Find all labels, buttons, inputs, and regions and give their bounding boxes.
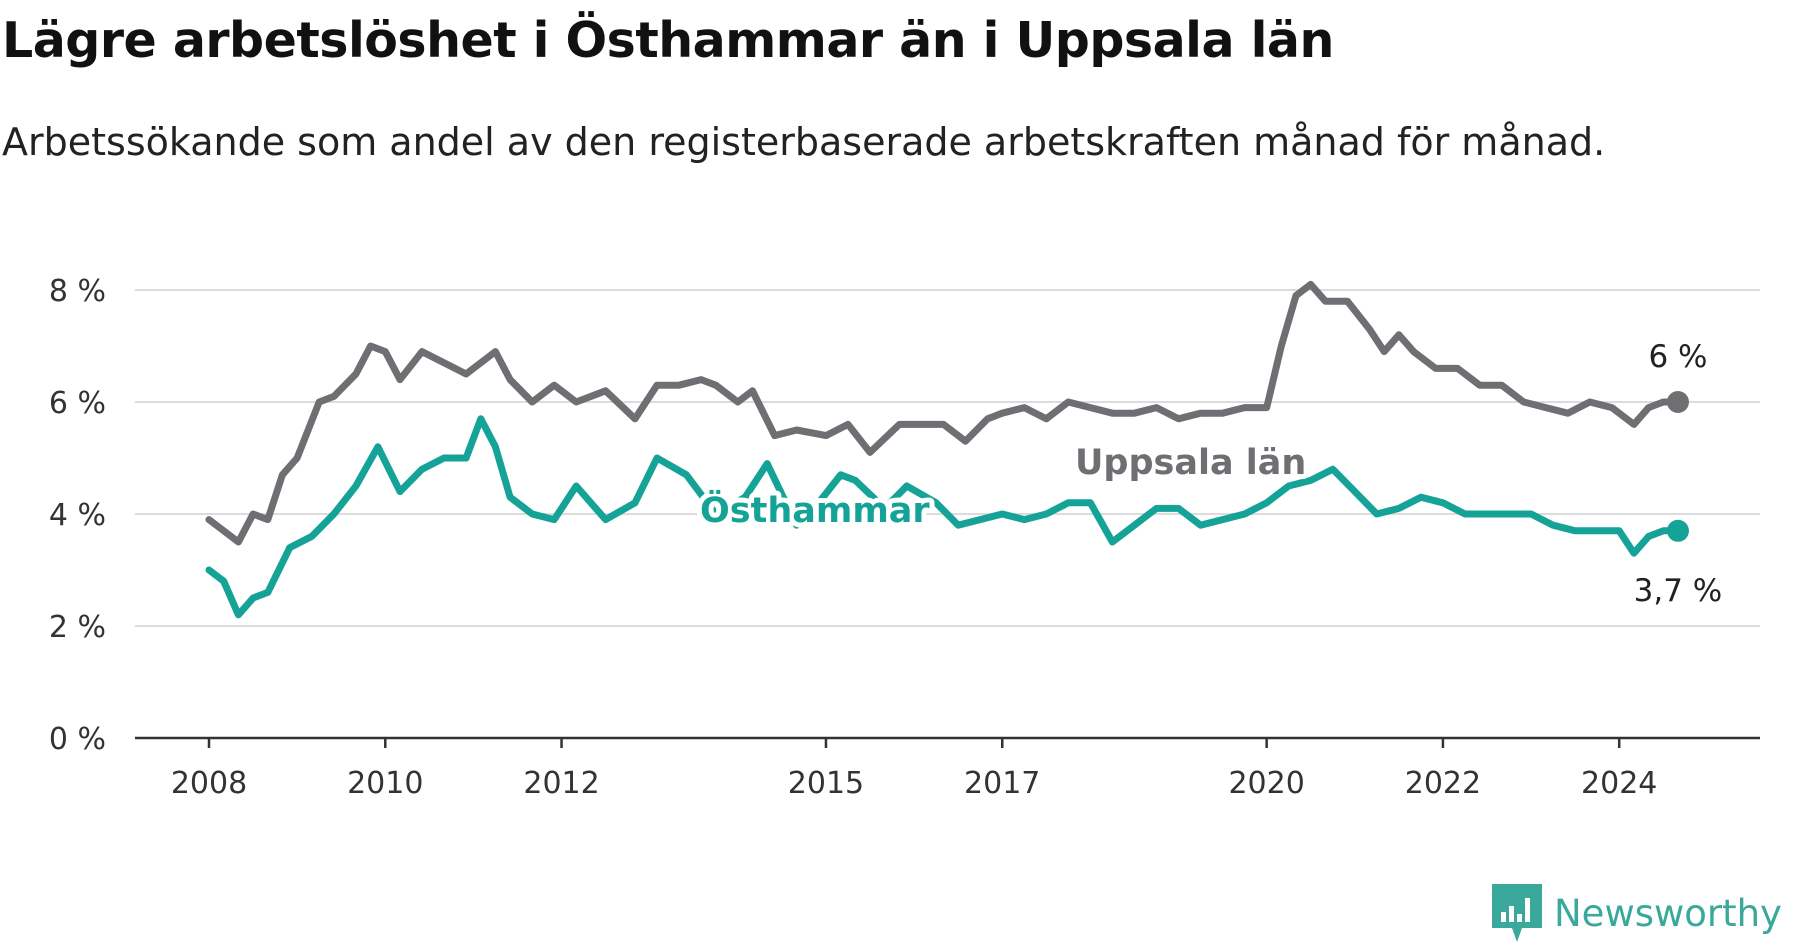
y-tick-label: 2 % — [49, 610, 106, 645]
x-axis-ticks: 2008 2010 2012 2015 2017 2020 2022 2024 — [171, 738, 1657, 801]
series-name-label-osthammar: Östhammar — [700, 489, 930, 531]
x-tick-label: 2012 — [523, 766, 599, 801]
series-line-osthammar — [205, 415, 1682, 619]
series-line-uppsala-lan — [205, 280, 1682, 546]
x-tick-label: 2008 — [171, 766, 247, 801]
newsworthy-bar-chart-icon — [1492, 884, 1542, 942]
y-tick-label: 0 % — [49, 722, 106, 757]
brand-name: Newsworthy — [1554, 891, 1782, 935]
x-tick-label: 2010 — [347, 766, 423, 801]
end-value-label-osthammar: 3,7 % — [1634, 573, 1723, 609]
end-value-label-uppsala-lan: 6 % — [1648, 339, 1707, 375]
y-axis-ticks: 0 % 2 % 4 % 6 % 8 % — [49, 274, 106, 757]
x-tick-label: 2015 — [788, 766, 864, 801]
series-end-point-osthammar — [1666, 519, 1689, 542]
series-end-point-uppsala-lan — [1666, 391, 1689, 413]
y-tick-label: 8 % — [49, 274, 106, 309]
x-tick-label: 2020 — [1228, 766, 1304, 801]
y-tick-label: 6 % — [49, 386, 106, 421]
y-gridlines — [135, 289, 1760, 627]
y-tick-label: 4 % — [49, 498, 106, 533]
series-name-label-uppsala-lan: Uppsala län — [1075, 443, 1306, 483]
series-group — [205, 280, 1689, 619]
x-tick-label: 2022 — [1405, 766, 1481, 801]
page-subtitle: Arbetssökande som andel av den registerb… — [2, 120, 1606, 164]
x-tick-label: 2024 — [1581, 766, 1657, 801]
series-labels: 6 % Uppsala län 3,7 % Östhammar — [695, 339, 1723, 609]
newsworthy-logo: Newsworthy — [1492, 884, 1782, 942]
x-tick-label: 2017 — [964, 766, 1040, 801]
page-title: Lägre arbetslöshet i Östhammar än i Upps… — [2, 12, 1334, 69]
